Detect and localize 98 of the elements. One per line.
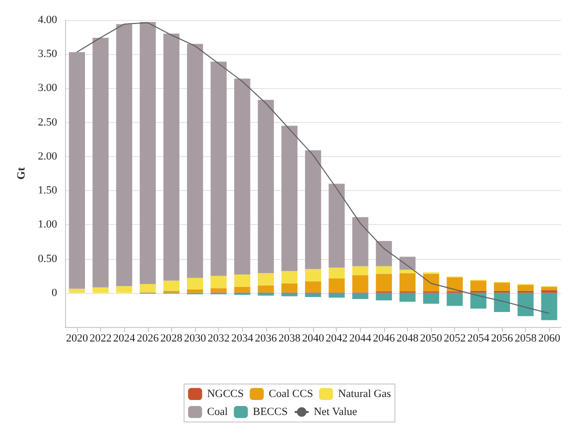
legend-label: Natural Gas [338,388,391,400]
x-tick-label: 2052 [444,332,466,344]
y-tick-label: 0.50 [38,252,58,265]
bar [541,290,558,293]
bar [352,275,368,292]
bar [281,292,298,296]
bar [258,292,274,296]
bar [518,284,534,291]
y-tick-label: 3.00 [38,82,58,94]
bar [423,292,440,304]
x-tick-label: 2048 [396,332,420,344]
bar [163,34,180,281]
bar [210,62,227,276]
bar [92,287,109,293]
legend-label: Net Value [314,406,358,418]
bar [234,274,250,287]
bar [258,100,274,274]
bar [376,292,392,300]
y-tick-label: 0 [52,286,58,299]
bar [470,280,486,291]
bar [399,292,416,302]
bar [446,292,463,306]
bar [376,274,392,292]
bar [234,286,250,292]
bar [210,276,227,288]
legend-label: Coal CCS [268,388,314,400]
y-tick-label: 1.50 [38,184,58,197]
x-tick-label: 2040 [302,332,325,344]
x-tick-label: 2038 [278,332,301,344]
x-tick-label: 2022 [90,332,112,344]
bar [494,282,510,291]
bar [305,292,322,297]
x-tick-label: 2036 [254,332,278,344]
bar [399,273,416,292]
bar [518,292,534,316]
bar [352,292,368,300]
bar [258,273,274,286]
bar [494,292,510,312]
y-tick-label: 2.00 [38,150,58,162]
x-tick-label: 2032 [208,332,230,344]
bar [399,270,416,274]
x-tick-label: 2058 [514,332,538,344]
bar [376,241,392,266]
bar [328,184,345,268]
bar [140,284,156,292]
y-tick-label: 3.50 [38,48,58,60]
x-tick-label: 2020 [66,332,88,344]
bar [92,38,109,288]
bar [281,126,298,272]
bar [116,286,132,293]
x-tick-label: 2026 [136,332,160,344]
legend-label: BECCS [252,406,288,418]
bar [68,52,85,289]
bar [328,268,345,279]
bar [305,269,322,282]
bar [305,150,322,270]
bar [186,44,204,278]
y-tick-label: 2.50 [38,116,58,128]
legend-label: NGCCS [207,388,244,400]
x-tick-label: 2024 [113,332,136,344]
bar [116,24,132,286]
bar [305,281,322,292]
bar [328,292,345,298]
bar [376,266,392,274]
bar [352,217,368,266]
bar [352,266,368,276]
bar [210,288,227,292]
bar [470,292,486,309]
bar [423,274,440,292]
bar [281,283,298,292]
x-tick-label: 2042 [326,332,348,344]
bar [234,78,250,274]
bar [186,289,204,293]
x-tick-label: 2028 [160,332,183,344]
x-tick-label: 2044 [349,332,372,344]
bar [541,292,558,320]
line-series [76,22,550,314]
y-tick-label: 1.00 [38,218,58,231]
x-tick-label: 2060 [538,332,561,344]
bar [399,256,416,270]
bar [446,277,463,292]
bar [541,286,558,290]
y-axis-title: Gt [16,167,28,180]
bar [140,22,156,284]
y-tick-label: 4.00 [38,14,58,26]
bar [328,278,345,292]
x-tick-label: 2054 [467,332,490,344]
x-tick-label: 2046 [372,332,396,344]
legend-label: Coal [207,406,228,418]
bar [258,285,274,292]
x-tick-label: 2030 [184,332,207,344]
bar [281,271,298,284]
x-tick-label: 2050 [420,332,443,344]
bar [163,280,180,291]
bar [68,288,85,293]
bar [186,278,204,290]
x-tick-label: 2056 [490,332,514,344]
x-tick-label: 2034 [231,332,254,344]
